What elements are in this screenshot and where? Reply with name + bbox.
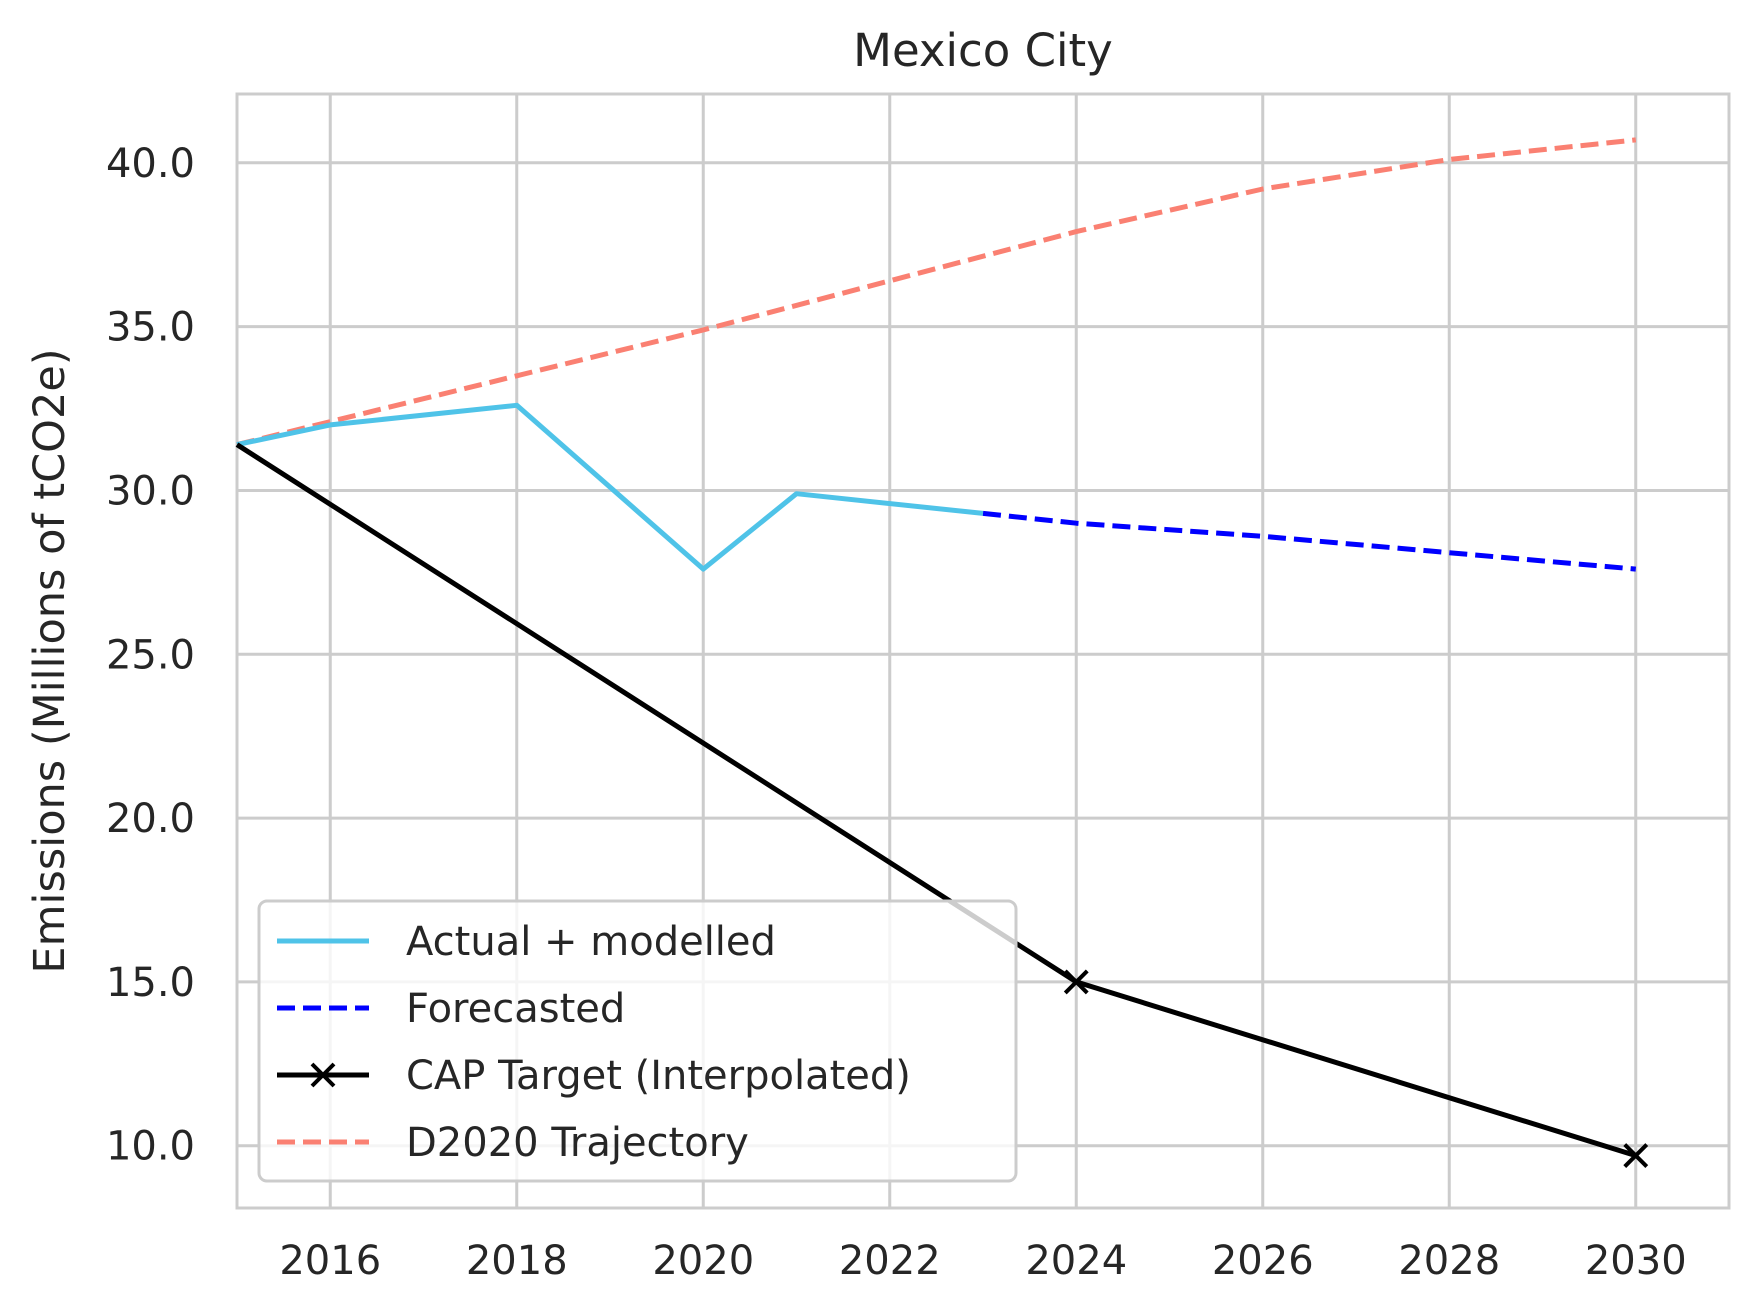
x-tick-label: 2022 <box>839 1238 941 1284</box>
x-tick-label: 2028 <box>1398 1238 1500 1284</box>
legend-label: Actual + modelled <box>406 919 776 965</box>
data-point-marker <box>1623 1143 1649 1168</box>
legend: Actual + modelled Forecasted CAP Target (I… <box>257 899 1018 1183</box>
series-line <box>236 137 1637 448</box>
x-tick-label: 2018 <box>466 1238 568 1284</box>
y-tick-label: 30.0 <box>106 468 195 514</box>
x-tick-label: 2016 <box>279 1238 381 1284</box>
legend-label: Forecasted <box>406 986 625 1032</box>
legend-box <box>257 899 1018 1183</box>
legend-marker <box>310 1062 336 1088</box>
tick-labels: 2016 2018 2020 2022 2024 2026 2028 2030 10.0 15.0… <box>106 141 1687 1284</box>
series-line <box>236 402 984 572</box>
x-tick-label: 2030 <box>1585 1238 1687 1284</box>
legend-label: CAP Target (Interpolated) <box>406 1053 911 1099</box>
x-tick-label: 2020 <box>652 1238 754 1284</box>
data-point-marker <box>1063 969 1089 995</box>
series-line <box>982 510 1637 572</box>
y-tick-label: 25.0 <box>106 632 195 678</box>
plot-frame <box>235 92 1731 1210</box>
y-axis-label: Emissions (Millions of tCO2e) <box>25 348 75 973</box>
y-tick-label: 35.0 <box>106 305 195 351</box>
x-tick-label: 2026 <box>1212 1238 1314 1284</box>
y-tick-label: 40.0 <box>106 141 195 187</box>
chart-title: Mexico City <box>853 24 1113 77</box>
y-tick-label: 15.0 <box>106 960 195 1006</box>
y-tick-label: 20.0 <box>106 796 195 842</box>
x-tick-label: 2024 <box>1025 1238 1127 1284</box>
series-group <box>235 137 1649 1168</box>
y-tick-label: 10.0 <box>106 1124 195 1170</box>
legend-label: D2020 Trajectory <box>406 1120 749 1166</box>
